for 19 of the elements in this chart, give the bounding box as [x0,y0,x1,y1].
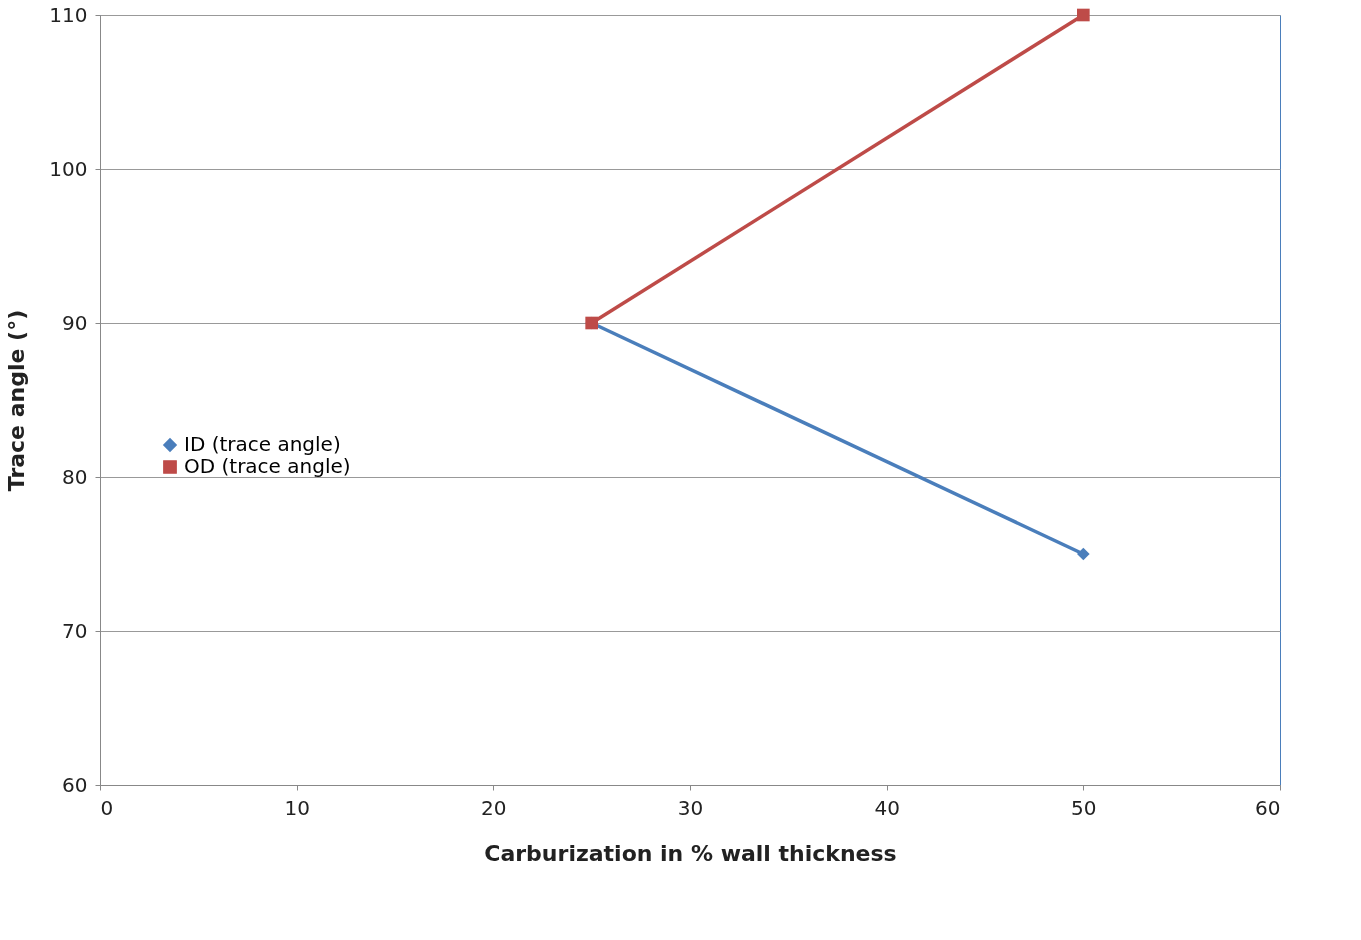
legend-label: OD (trace angle) [184,454,351,478]
y-tick-label: 110 [49,2,88,27]
y-tick-label: 100 [49,156,88,181]
x-tick-label: 30 [677,795,704,820]
y-axis-title: Trace angle (°) [4,309,30,492]
x-tick-label: 10 [284,795,310,820]
x-tick-label: 60 [1255,795,1281,820]
point [1077,547,1090,561]
y-tick-label: 70 [62,618,88,643]
x-tick-label: 20 [481,795,507,820]
x-tick-label: 40 [874,795,900,820]
legend-label: ID (trace angle) [184,432,341,456]
y-tick-label: 80 [62,464,88,489]
y-tick-label: 60 [62,772,88,797]
x-tick-label: 0 [100,795,114,820]
x-tick-label: 50 [1071,795,1097,820]
point [1077,8,1090,22]
x-axis-title: Carburization in % wall thickness [484,840,897,866]
y-tick-label: 90 [62,310,88,335]
